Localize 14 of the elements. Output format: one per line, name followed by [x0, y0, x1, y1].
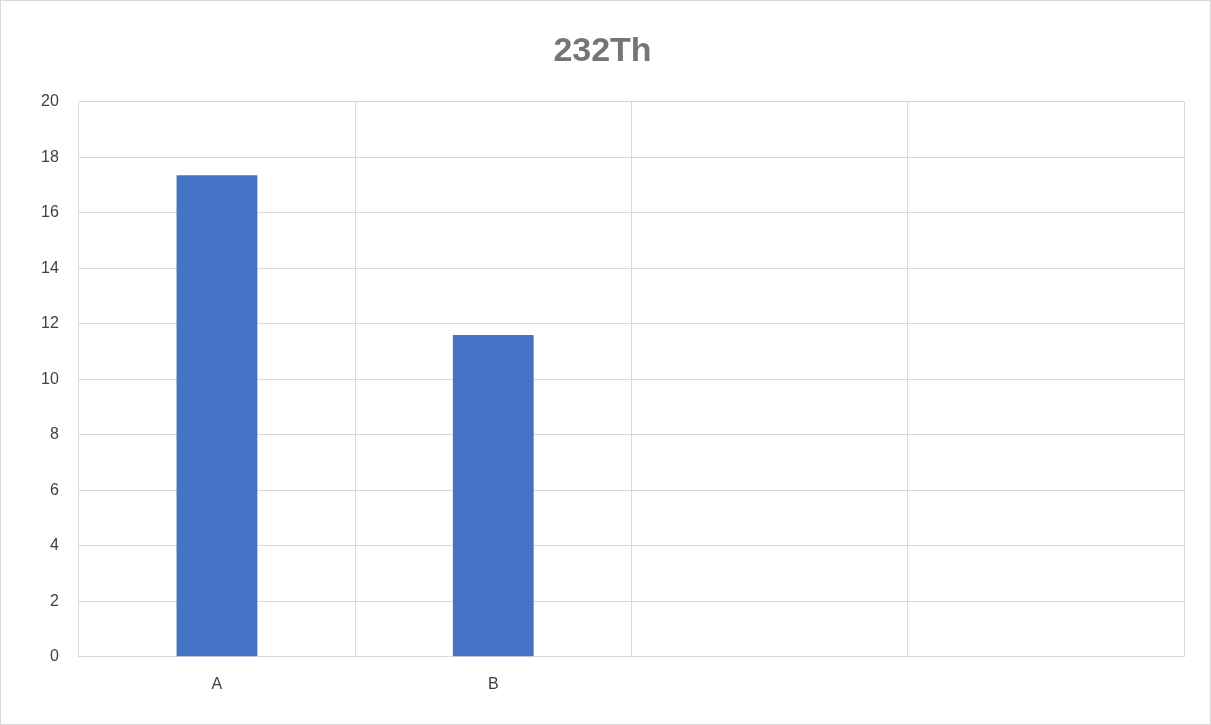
chart-title: 232Th	[553, 29, 652, 68]
x-tick-label: B	[487, 674, 499, 692]
y-tick-label: 0	[49, 647, 59, 665]
y-tick-label: 2	[49, 591, 59, 609]
y-tick-label: 4	[49, 536, 59, 554]
y-tick-label: 6	[49, 480, 59, 498]
y-tick-label: 20	[41, 92, 59, 110]
y-tick-label: 8	[49, 425, 59, 443]
y-tick-label: 16	[41, 203, 59, 221]
y-tick-label: 10	[41, 369, 59, 387]
y-tick-label: 12	[41, 314, 59, 332]
y-tick-label: 14	[41, 258, 59, 276]
y-tick-label: 18	[41, 147, 59, 165]
x-tick-label: A	[211, 674, 223, 692]
